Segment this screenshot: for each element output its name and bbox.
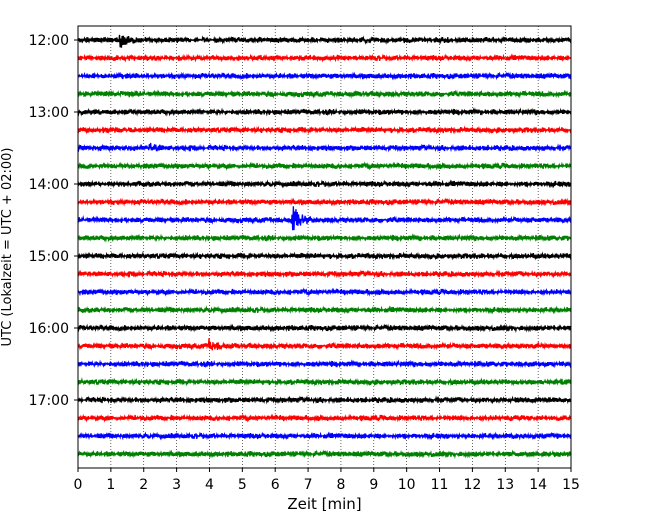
trace-row [77,431,572,441]
trace-row [77,305,572,315]
y-tick-label: 16:00 [29,321,69,337]
x-tick-label: 2 [139,477,148,493]
trace-row [77,161,572,171]
trace-row [77,251,572,261]
trace-row [77,107,572,117]
x-tick-label: 11 [431,477,449,493]
x-tick-label: 9 [369,477,378,493]
x-tick-label: 10 [398,477,416,493]
trace-row [77,449,572,460]
x-tick-label: 1 [106,477,115,493]
trace-row [77,71,572,81]
x-tick-label: 0 [74,477,83,493]
trace-row [77,287,572,297]
trace-row [77,338,572,351]
y-tick-label: 14:00 [29,177,69,193]
trace-row [77,197,572,207]
x-tick-label: 13 [496,477,514,493]
x-tick-label: 15 [562,477,580,493]
trace-row [77,413,572,423]
x-tick-label: 5 [238,477,247,493]
trace-row [77,359,572,369]
y-axis: 12:00 13:00 14:00 15:00 16:00 17:00 [29,33,78,409]
x-tick-label: 3 [172,477,181,493]
trace-row [77,179,572,189]
x-axis-label: Zeit [min] [287,495,361,513]
x-tick-label: 7 [304,477,313,493]
y-tick-label: 13:00 [29,105,69,121]
trace-row [77,53,572,63]
seismogram-traces [77,34,572,460]
trace-row [77,142,572,153]
trace-row [77,323,572,333]
x-tick-label: 12 [463,477,481,493]
trace-row [77,206,572,231]
x-axis: 0 1 2 3 4 5 6 7 8 9 10 11 12 13 14 15 [74,468,580,493]
y-axis-label: UTC (Lokalzeit = UTC + 02:00) [0,148,15,347]
x-tick-label: 6 [271,477,280,493]
x-tick-label: 8 [336,477,345,493]
trace-row [77,377,572,387]
trace-row [77,88,572,99]
x-tick-label: 4 [205,477,214,493]
y-tick-label: 15:00 [29,249,69,265]
trace-row [77,269,572,279]
plot-frame [77,25,572,469]
trace-row [77,395,572,405]
y-tick-label: 17:00 [29,393,69,409]
x-tick-label: 14 [529,477,547,493]
trace-row [77,34,572,48]
y-tick-label: 12:00 [29,33,69,49]
trace-row [77,233,572,243]
trace-row [77,125,572,135]
